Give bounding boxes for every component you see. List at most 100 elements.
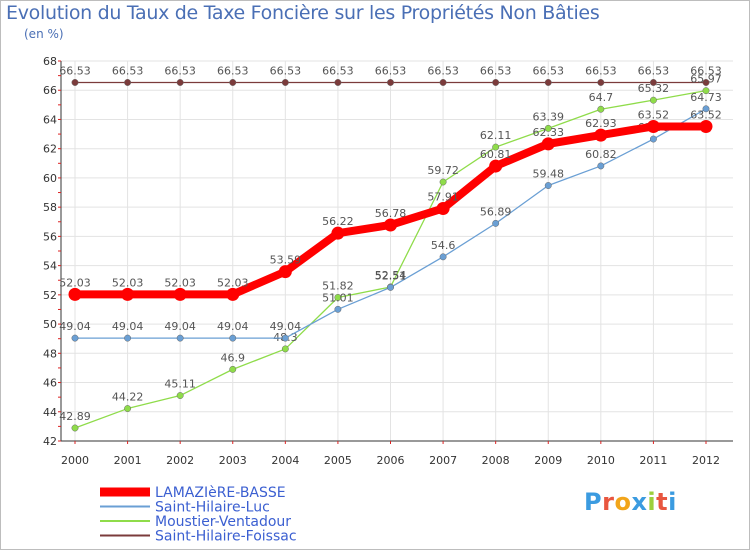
data-point (334, 79, 342, 86)
data-label: 49.04 (112, 320, 144, 333)
data-point (384, 218, 397, 232)
data-point (436, 201, 450, 215)
data-label: 53.59 (270, 254, 302, 267)
data-point (121, 287, 135, 301)
chart-title: Evolution du Taux de Taxe Foncière sur l… (6, 2, 600, 24)
y-tick-label: 46 (43, 377, 57, 390)
data-point (439, 178, 447, 186)
data-label: 66.53 (322, 64, 354, 77)
data-point (334, 294, 342, 301)
data-label: 54.6 (431, 239, 456, 252)
logo-letter: t (656, 488, 669, 516)
data-point (229, 334, 237, 342)
data-label: 59.72 (427, 164, 459, 177)
series-moustier-ventadour: 42.8944.2245.1146.948.351.8252.5459.7262… (59, 73, 722, 432)
y-tick-label: 54 (43, 260, 57, 273)
data-label: 62.11 (480, 129, 512, 142)
data-label: 66.53 (690, 64, 722, 77)
data-label: 56.89 (480, 205, 512, 218)
data-label: 51.82 (322, 279, 354, 292)
data-point (492, 143, 500, 151)
y-tick-label: 48 (43, 347, 57, 360)
data-label: 63.52 (690, 108, 722, 121)
data-point (597, 105, 605, 113)
data-point (124, 405, 132, 413)
y-tick-label: 60 (43, 172, 57, 185)
data-label: 56.22 (322, 215, 354, 228)
data-point (544, 79, 552, 86)
data-point (281, 345, 289, 353)
data-point (124, 79, 132, 86)
x-tick-label: 2006 (377, 454, 405, 467)
data-label: 64.7 (589, 91, 614, 104)
logo-letter: o (614, 488, 632, 516)
data-label: 66.53 (59, 64, 91, 77)
data-point (334, 305, 342, 313)
data-point (649, 79, 657, 86)
data-label: 46.9 (221, 351, 246, 364)
data-point (281, 79, 289, 86)
data-label: 66.53 (375, 64, 407, 77)
y-tick-label: 42 (43, 435, 57, 448)
x-tick-label: 2007 (429, 454, 457, 467)
series-lamazi-re-basse: 52.03 52.03 52.03 52.03 53.59 56.22 56.78 57.91… (59, 108, 722, 301)
x-tick-label: 2012 (692, 454, 720, 467)
legend: LAMAZIèRE-BASSESaint-Hilaire-LucMoustier… (100, 485, 297, 545)
y-tick-label: 68 (43, 55, 57, 68)
data-label: 52.03 (217, 276, 249, 289)
data-point (229, 79, 237, 86)
data-label: 42.89 (59, 410, 91, 423)
data-point (71, 424, 79, 432)
y-tick-label: 66 (43, 84, 57, 97)
proxiti-logo: Proxiti (584, 488, 677, 516)
data-label: 64.73 (690, 91, 722, 104)
data-point (702, 87, 710, 95)
data-label: 49.04 (217, 320, 249, 333)
data-label: 49.04 (164, 320, 196, 333)
data-point (331, 226, 345, 240)
data-label: 52.51 (375, 269, 407, 282)
data-label: 63.52 (638, 108, 670, 121)
x-tick-label: 2011 (639, 454, 667, 467)
data-label: 66.53 (164, 64, 196, 77)
data-point (594, 128, 608, 142)
data-point (124, 334, 132, 342)
logo-letter: x (631, 488, 648, 516)
data-point (68, 287, 82, 301)
data-point (71, 334, 79, 342)
x-tick-label: 2001 (114, 454, 142, 467)
data-label: 66.53 (585, 64, 617, 77)
data-label: 59.48 (533, 168, 565, 181)
series-saint-hilaire-luc: 49.04 49.04 49.04 49.04 49.0451.0152.5154.65… (59, 91, 722, 342)
x-tick-label: 2000 (61, 454, 89, 467)
data-label: 65.97 (690, 73, 722, 86)
data-point (281, 334, 289, 342)
data-point (176, 334, 184, 342)
data-point (176, 392, 184, 399)
y-tick-label: 62 (43, 143, 57, 156)
data-label: 66.53 (533, 64, 565, 77)
x-tick-label: 2002 (166, 454, 194, 467)
logo-letter: i (647, 488, 657, 516)
data-label: 52.03 (112, 276, 144, 289)
data-point (544, 124, 552, 132)
data-label: 52.03 (164, 276, 196, 289)
x-tick-label: 2004 (271, 454, 299, 467)
data-point (278, 265, 292, 279)
logo-letter: P (584, 488, 603, 516)
data-point (544, 182, 552, 189)
data-label: 63.39 (533, 110, 565, 123)
y-tick-label: 52 (43, 289, 57, 302)
legend-label: Moustier-Ventadour (155, 514, 291, 530)
data-label: 62.33 (533, 126, 565, 139)
data-label: 49.04 (270, 320, 302, 333)
data-label: 65.32 (638, 82, 670, 95)
data-label: 44.22 (112, 391, 144, 404)
legend-label: Saint-Hilaire-Foissac (155, 529, 297, 545)
data-point (176, 79, 184, 86)
data-label: 52.03 (59, 276, 91, 289)
data-point (702, 105, 710, 113)
data-point (646, 119, 660, 133)
x-tick-label: 2010 (587, 454, 615, 467)
